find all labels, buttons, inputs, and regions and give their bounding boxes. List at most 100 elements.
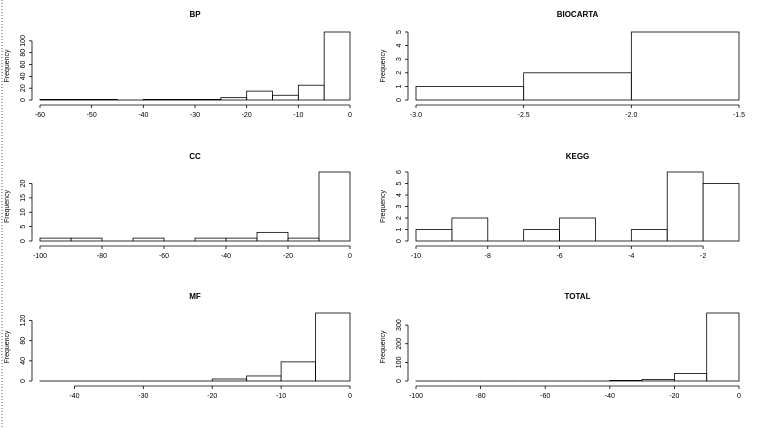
bar <box>211 378 248 382</box>
bar <box>168 99 196 101</box>
chart-title: KEGG <box>566 152 590 161</box>
y-tick-label: 2 <box>396 216 403 220</box>
y-axis-label: Frequency <box>4 49 11 83</box>
y-tick-label: 100 <box>20 35 27 47</box>
x-tick-label: -60 <box>35 112 45 119</box>
y-tick-label: 15 <box>20 194 27 202</box>
x-tick-label: -20 <box>242 112 252 119</box>
x-tick-label: -40 <box>221 253 231 260</box>
bar <box>415 86 525 101</box>
y-tick-label: 0 <box>20 98 27 102</box>
bar <box>225 237 258 242</box>
y-tick-label: 5 <box>396 181 403 185</box>
x-tick-label: -80 <box>476 393 486 400</box>
bar <box>318 171 351 242</box>
x-tick-label: -80 <box>97 253 107 260</box>
bar <box>323 31 351 101</box>
bar <box>641 379 675 382</box>
y-tick-label: 3 <box>396 204 403 208</box>
y-tick-label: 0 <box>20 379 27 383</box>
y-tick-label: 10 <box>20 208 27 216</box>
bar <box>39 237 72 242</box>
y-tick-label: 5 <box>20 225 27 229</box>
chart-title: BP <box>189 10 201 19</box>
bar <box>91 99 118 101</box>
y-tick-label: 1 <box>396 227 403 231</box>
y-tick-label: 120 <box>20 315 27 327</box>
y-tick-label: 300 <box>396 319 403 331</box>
y-tick-label: 40 <box>20 72 27 80</box>
bar <box>70 237 103 242</box>
y-tick-label: 0 <box>396 239 403 243</box>
chart-title: TOTAL <box>565 292 591 301</box>
x-tick-label: 0 <box>348 112 352 119</box>
y-tick-label: 0 <box>396 379 403 383</box>
bar <box>280 361 316 382</box>
x-tick-label: 0 <box>737 393 741 400</box>
bar <box>287 237 320 242</box>
x-tick-label: -10 <box>293 112 303 119</box>
y-tick-label: 80 <box>20 337 27 345</box>
x-tick-label: -20 <box>207 393 217 400</box>
x-tick-label: -60 <box>540 393 550 400</box>
y-tick-label: 4 <box>396 193 403 197</box>
x-tick-label: -1.5 <box>733 112 745 119</box>
x-tick-label: -10 <box>276 393 286 400</box>
x-tick-label: -100 <box>33 253 47 260</box>
bar <box>523 229 560 242</box>
x-tick-label: -30 <box>190 112 200 119</box>
bar <box>194 99 222 101</box>
y-tick-label: 4 <box>396 44 403 48</box>
x-tick-label: -50 <box>87 112 97 119</box>
bar <box>674 373 708 382</box>
x-tick-label: 0 <box>348 393 352 400</box>
x-tick-label: -3.0 <box>410 112 422 119</box>
y-tick-label: 200 <box>396 338 403 350</box>
bar <box>415 229 453 242</box>
bar <box>559 217 596 242</box>
y-tick-label: 20 <box>20 180 27 188</box>
y-tick-label: 5 <box>396 30 403 34</box>
y-tick-label: 6 <box>396 170 403 174</box>
bar <box>142 99 170 101</box>
bar <box>132 237 165 242</box>
bar <box>194 237 227 242</box>
bar <box>609 380 643 382</box>
y-tick-label: 3 <box>396 57 403 61</box>
y-tick-label: 1 <box>396 84 403 88</box>
y-tick-label: 100 <box>396 356 403 368</box>
bar <box>451 217 489 242</box>
y-axis-label: Frequency <box>4 189 11 223</box>
x-tick-label: -2.0 <box>625 112 637 119</box>
bar <box>65 99 93 101</box>
bar <box>220 97 248 101</box>
bar <box>702 183 740 242</box>
y-tick-label: 2 <box>396 71 403 75</box>
bar <box>39 99 67 101</box>
x-tick-label: -40 <box>605 393 615 400</box>
y-tick-label: 0 <box>396 98 403 102</box>
y-tick-label: 80 <box>20 49 27 57</box>
x-tick-label: -10 <box>411 253 421 260</box>
bar <box>706 312 740 382</box>
y-axis-label: Frequency <box>380 189 387 223</box>
x-tick-label: -30 <box>138 393 148 400</box>
x-tick-label: -20 <box>669 393 679 400</box>
y-tick-label: 20 <box>20 84 27 92</box>
bar <box>246 90 273 101</box>
bar <box>256 231 289 242</box>
bar <box>666 171 704 242</box>
x-tick-label: -20 <box>283 253 293 260</box>
y-axis-label: Frequency <box>4 330 11 364</box>
bar <box>297 84 325 101</box>
x-tick-label: -60 <box>159 253 169 260</box>
x-tick-label: -40 <box>138 112 148 119</box>
y-tick-label: 40 <box>20 357 27 365</box>
bar <box>523 72 632 101</box>
y-tick-label: 0 <box>20 239 27 243</box>
chart-title: CC <box>189 152 201 161</box>
chart-title: BIOCARTA <box>557 10 599 19</box>
bar <box>630 31 740 101</box>
